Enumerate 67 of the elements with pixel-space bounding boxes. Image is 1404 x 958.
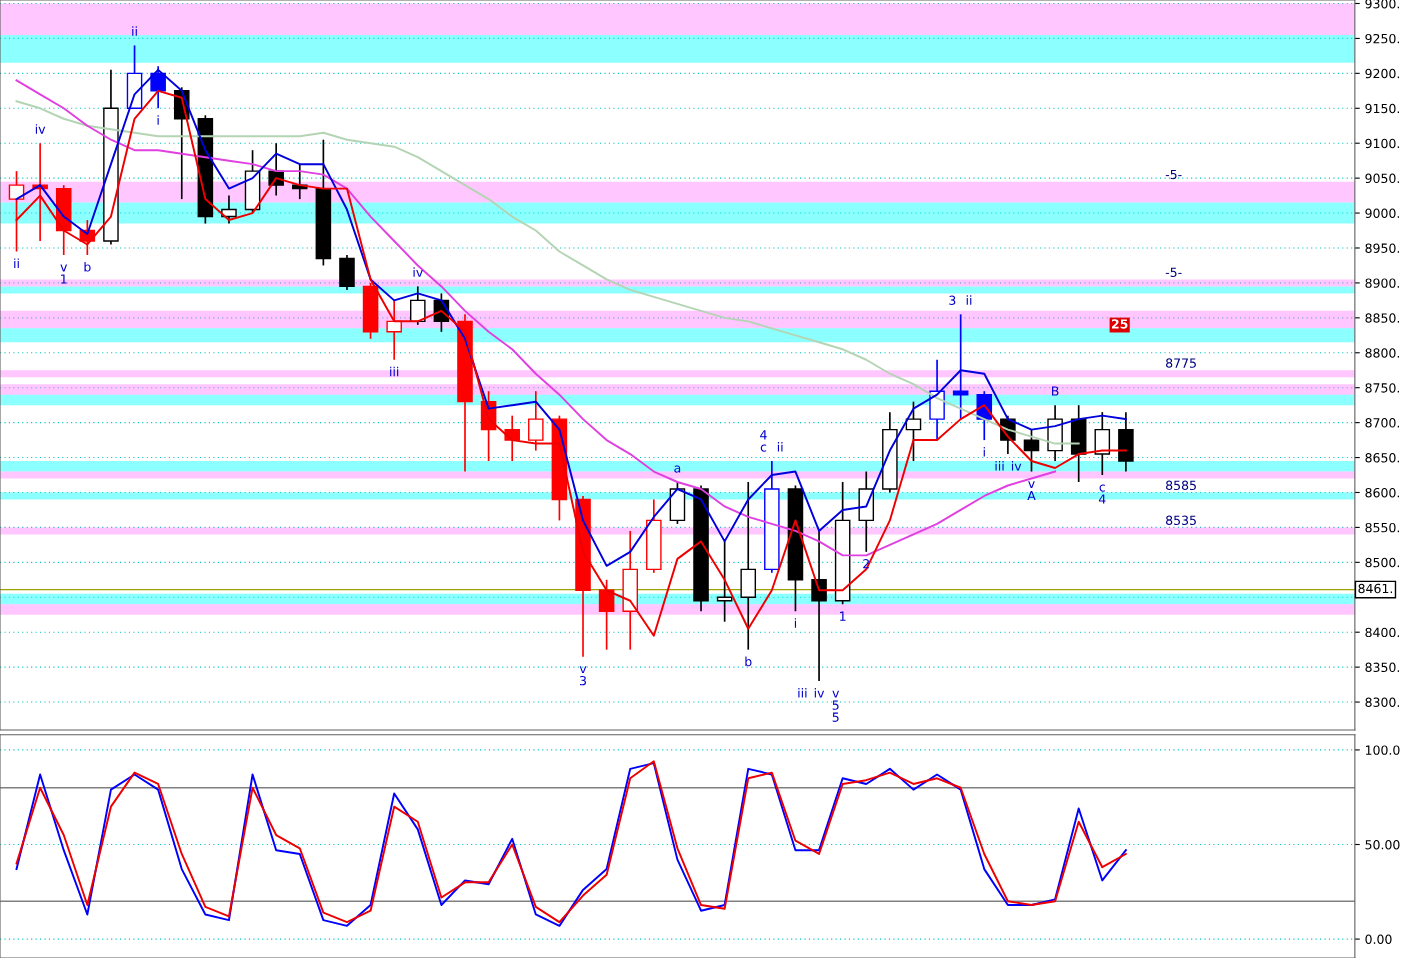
text: b bbox=[745, 656, 752, 667]
text: 3 bbox=[949, 295, 956, 305]
y-tick-label: 8550. bbox=[1365, 522, 1400, 533]
text: iv bbox=[413, 267, 423, 277]
text: 4 c bbox=[760, 430, 767, 452]
y-tick-label: 9050. bbox=[1365, 173, 1400, 184]
y-tick-label: 8600. bbox=[1365, 487, 1400, 498]
candlestick bbox=[386, 299, 402, 361]
y-tick-label: 8950. bbox=[1365, 243, 1400, 253]
y-tick-label: 9000. bbox=[1365, 208, 1400, 218]
y-tick-label: 0.00 bbox=[1365, 934, 1392, 945]
y-tick-label: 100.0 bbox=[1365, 745, 1400, 755]
candlestick bbox=[811, 530, 827, 682]
candlestick bbox=[8, 170, 25, 253]
y-tick-label: 9200. bbox=[1365, 68, 1400, 79]
text: ii bbox=[14, 258, 19, 268]
text: iii bbox=[390, 366, 399, 377]
text: ii bbox=[777, 442, 783, 452]
band-label: -5- bbox=[1165, 169, 1182, 180]
ref-line-label: 8461. bbox=[1358, 583, 1393, 594]
candlestick bbox=[410, 285, 426, 326]
text: c 4 bbox=[1098, 484, 1106, 504]
text: 1 bbox=[840, 611, 846, 621]
text: v A bbox=[1027, 481, 1036, 501]
candlestick bbox=[905, 400, 922, 462]
y-tick-label: 9150. bbox=[1365, 103, 1400, 114]
annotation: 25 bbox=[1111, 319, 1128, 329]
y-tick-label: 8500. bbox=[1365, 557, 1400, 568]
candlestick bbox=[150, 65, 166, 110]
y-tick-label: 8300. bbox=[1365, 697, 1400, 707]
text: iv bbox=[1011, 461, 1022, 471]
text: B bbox=[1052, 386, 1059, 396]
y-tick-label: 8700. bbox=[1365, 418, 1400, 428]
candlestick bbox=[528, 390, 544, 452]
text: ii bbox=[966, 295, 972, 305]
text: i bbox=[794, 618, 797, 628]
text: iii bbox=[798, 688, 807, 698]
y-tick-label: 8350. bbox=[1365, 662, 1400, 673]
candlestick bbox=[221, 194, 237, 225]
text: i bbox=[983, 447, 985, 457]
text: b bbox=[84, 261, 91, 272]
y-tick-label: 9250. bbox=[1365, 33, 1400, 44]
candlestick bbox=[1023, 428, 1040, 473]
y-tick-label: 9100. bbox=[1365, 138, 1400, 149]
text: ii bbox=[132, 26, 137, 36]
y-tick-label: 8900. bbox=[1365, 278, 1400, 288]
y-tick-label: 50.00 bbox=[1365, 839, 1400, 850]
y-tick-label: 8400. bbox=[1365, 627, 1400, 638]
text: i bbox=[157, 115, 159, 125]
band-label: -5- bbox=[1165, 267, 1182, 277]
candlestick bbox=[598, 578, 615, 651]
text: iii bbox=[995, 461, 1004, 471]
band-label: 8535 bbox=[1166, 515, 1196, 525]
text: v 5 5 bbox=[832, 690, 840, 722]
text: iv bbox=[35, 124, 46, 134]
y-tick-label: 8750. bbox=[1365, 383, 1400, 393]
y-tick-label: 8800. bbox=[1365, 348, 1400, 358]
y-tick-label: 8650. bbox=[1365, 453, 1400, 463]
text: v 1 bbox=[60, 264, 68, 284]
text: 2 bbox=[863, 559, 869, 569]
text: iv bbox=[814, 688, 825, 698]
band-label: 8585 bbox=[1166, 480, 1196, 491]
candlestick bbox=[952, 313, 969, 420]
band-label: 8775 bbox=[1166, 358, 1196, 368]
text: v 3 bbox=[579, 666, 587, 686]
text: a bbox=[674, 465, 681, 473]
y-tick-label: 8850. bbox=[1365, 313, 1400, 323]
